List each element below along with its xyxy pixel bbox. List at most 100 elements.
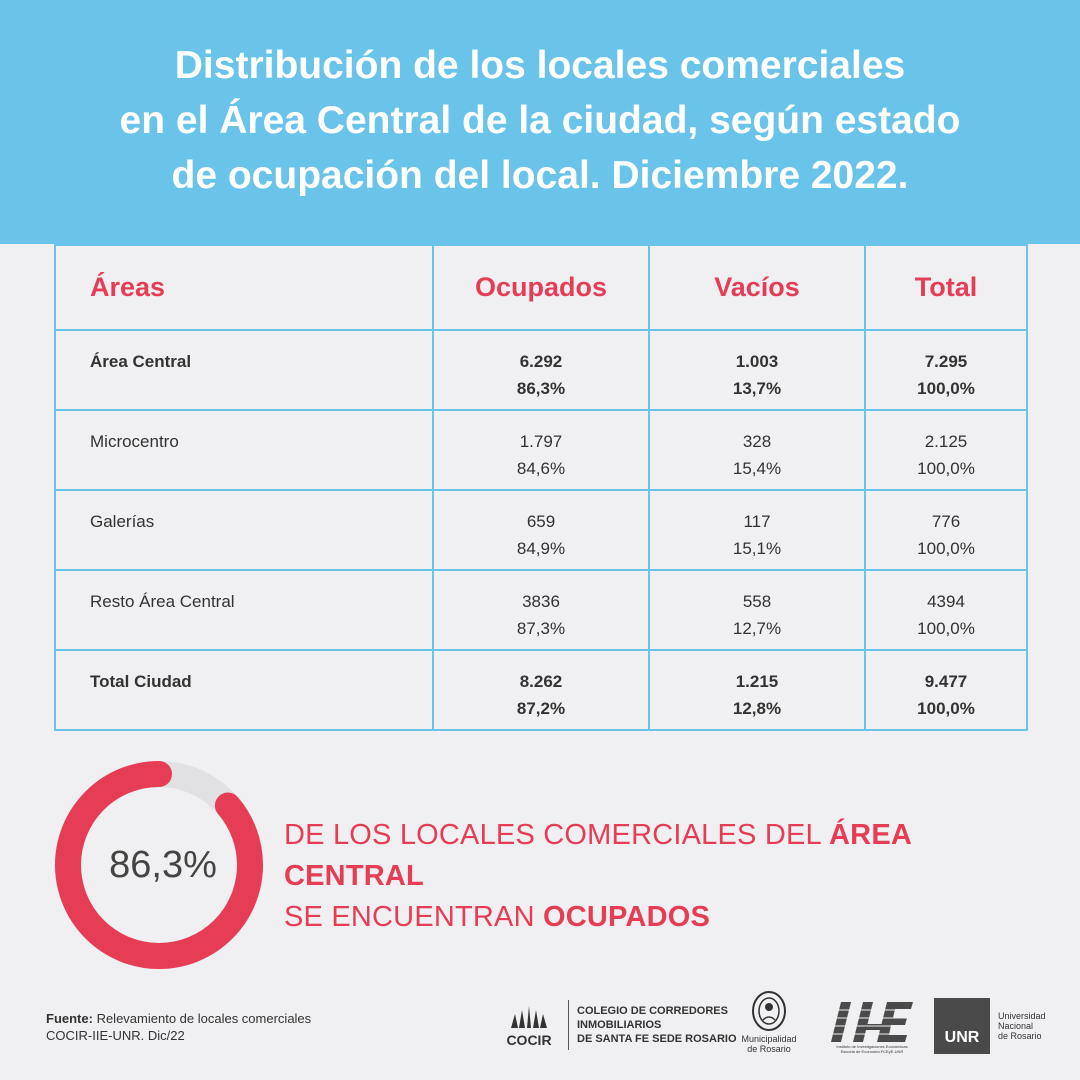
table-row: Microcentro 1.797 84,6% 328 15,4% 2.125 100…	[54, 409, 1028, 491]
total-count: 776	[931, 512, 961, 531]
vacios-percent: 13,7%	[732, 379, 782, 398]
donut-fill	[55, 761, 263, 969]
table-row: Resto Área Central 3836 87,3% 558 12,7% 43…	[54, 569, 1028, 651]
row-area-label: Microcentro	[54, 409, 434, 491]
total-percent: 100,0%	[917, 539, 975, 558]
cocir-divider	[568, 1000, 569, 1050]
ocupados-percent: 87,3%	[516, 619, 566, 638]
headline-part-1: DE LOS LOCALES COMERCIALES DEL	[284, 819, 830, 851]
row-area-label: Área Central	[54, 329, 434, 411]
cell-total: 2.125 100,0%	[864, 409, 1028, 491]
cell-vacios: 117 15,1%	[648, 489, 866, 571]
muni-line-1: Municipalidad	[741, 1034, 797, 1044]
ocupados-count: 8.262	[519, 672, 563, 691]
municipalidad-logo: Municipalidad de Rosario	[734, 990, 804, 1054]
cell-vacios: 328 15,4%	[648, 409, 866, 491]
title-line-1: Distribución de los locales comerciales	[174, 43, 906, 87]
vacios-percent: 12,7%	[732, 619, 782, 638]
source-text-2: COCIR-IIE-UNR. Dic/22	[46, 1028, 185, 1043]
headline-emph-1: ÁREA CENTRAL	[284, 819, 911, 892]
cocir-brand: COCIR	[506, 1032, 552, 1048]
ocupados-percent: 84,9%	[516, 539, 566, 558]
headline-line-2: SE ENCUENTRAN OCUPADOS	[284, 897, 1044, 938]
total-count: 9.477	[924, 672, 968, 691]
headline-part-2: SE ENCUENTRAN	[284, 901, 543, 933]
cocir-emblem-icon	[511, 1006, 547, 1028]
ocupados-percent: 87,2%	[516, 699, 566, 718]
donut-svg	[55, 761, 263, 969]
table-header-row: Áreas Ocupados Vacíos Total	[54, 244, 1028, 331]
cocir-mark: COCIR	[498, 1002, 560, 1048]
source-text-1: Relevamiento de locales comerciales	[92, 1011, 312, 1026]
cell-ocupados: 8.262 87,2%	[432, 649, 650, 731]
header-vacios: Vacíos	[648, 244, 866, 331]
cell-ocupados: 6.292 86,3%	[432, 329, 650, 411]
iie-mark-icon	[827, 1002, 917, 1042]
source-note: Fuente: Relevamiento de locales comercia…	[46, 1010, 311, 1044]
occupancy-table: Áreas Ocupados Vacíos Total Área Central…	[54, 244, 1028, 731]
cocir-logo: COCIR COLEGIO DE CORREDORES INMOBILIARIO…	[498, 1000, 737, 1050]
cocir-line-2: INMOBILIARIOS	[577, 1019, 662, 1031]
unr-line-1: Universidad	[998, 1011, 1046, 1021]
cell-vacios: 1.003 13,7%	[648, 329, 866, 411]
cell-vacios: 1.215 12,8%	[648, 649, 866, 731]
vacios-count: 1.003	[735, 352, 779, 371]
total-count: 7.295	[924, 352, 968, 371]
title-line-2: en el Área Central de la ciudad, según e…	[119, 98, 961, 142]
source-label: Fuente:	[46, 1011, 93, 1026]
header-banner: Distribución de los locales comerciales …	[0, 0, 1080, 244]
headline-emph-2: OCUPADOS	[543, 901, 711, 933]
ocupados-count: 1.797	[519, 432, 563, 451]
total-percent: 100,0%	[917, 619, 975, 638]
cell-total: 4394 100,0%	[864, 569, 1028, 651]
unr-logo: UNR Universidad Nacional de Rosario	[934, 998, 1046, 1054]
headline-text: DE LOS LOCALES COMERCIALES DEL ÁREA CENT…	[284, 815, 1044, 938]
cell-ocupados: 1.797 84,6%	[432, 409, 650, 491]
total-percent: 100,0%	[917, 459, 975, 478]
vacios-percent: 15,1%	[732, 539, 782, 558]
ocupados-count: 6.292	[519, 352, 563, 371]
vacios-count: 558	[742, 592, 772, 611]
cell-total: 7.295 100,0%	[864, 329, 1028, 411]
iie-text: Instituto de Investigaciones Económicas …	[836, 1044, 907, 1054]
iie-logo: Instituto de Investigaciones Económicas …	[826, 998, 918, 1054]
total-percent: 100,0%	[917, 379, 975, 398]
unr-mark: UNR	[934, 998, 990, 1054]
page-title: Distribución de los locales comerciales …	[90, 38, 990, 203]
cell-total: 9.477 100,0%	[864, 649, 1028, 731]
total-count: 4394	[927, 592, 965, 611]
cocir-text: COLEGIO DE CORREDORES INMOBILIARIOS DE S…	[577, 1004, 737, 1046]
unr-text: Universidad Nacional de Rosario	[998, 1011, 1046, 1041]
cell-ocupados: 659 84,9%	[432, 489, 650, 571]
cell-ocupados: 3836 87,3%	[432, 569, 650, 651]
total-percent: 100,0%	[917, 699, 975, 718]
unr-line-2: Nacional	[998, 1021, 1034, 1031]
donut-percent-label: 86,3%	[109, 843, 217, 886]
headline-line-1: DE LOS LOCALES COMERCIALES DEL ÁREA CENT…	[284, 815, 1044, 897]
table-row: Galerías 659 84,9% 117 15,1% 776 100,0%	[54, 489, 1028, 571]
cell-total: 776 100,0%	[864, 489, 1028, 571]
occupancy-donut: 86,3%	[54, 760, 264, 970]
vacios-percent: 15,4%	[732, 459, 782, 478]
muni-line-2: de Rosario	[747, 1044, 791, 1054]
ocupados-percent: 86,3%	[516, 379, 566, 398]
row-area-label: Galerías	[54, 489, 434, 571]
unr-line-3: de Rosario	[998, 1031, 1042, 1041]
iie-line-1: Instituto de Investigaciones Económicas	[836, 1044, 908, 1049]
municipal-seal-icon	[752, 991, 786, 1031]
ocupados-count: 659	[526, 512, 556, 531]
vacios-count: 1.215	[735, 672, 779, 691]
vacios-count: 328	[742, 432, 772, 451]
muni-text: Municipalidad de Rosario	[741, 1034, 796, 1054]
sponsor-logos: COCIR COLEGIO DE CORREDORES INMOBILIARIO…	[0, 990, 1080, 1070]
header-areas: Áreas	[54, 244, 434, 331]
vacios-percent: 12,8%	[732, 699, 782, 718]
ocupados-count: 3836	[522, 592, 560, 611]
row-area-label: Total Ciudad	[54, 649, 434, 731]
table-row: Área Central 6.292 86,3% 1.003 13,7% 7.295…	[54, 329, 1028, 411]
cocir-line-3: DE SANTA FE SEDE ROSARIO	[577, 1033, 737, 1045]
cell-vacios: 558 12,7%	[648, 569, 866, 651]
vacios-count: 117	[743, 512, 771, 531]
cocir-line-1: COLEGIO DE CORREDORES	[577, 1005, 728, 1017]
header-ocupados: Ocupados	[432, 244, 650, 331]
